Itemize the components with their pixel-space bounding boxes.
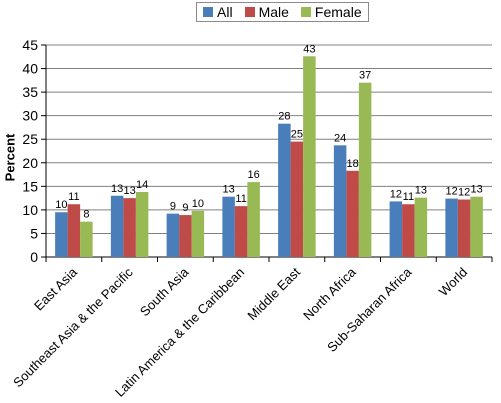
x-tick-label: Southeast Asia & the Pacific (10, 264, 136, 390)
data-label: 13 (223, 184, 235, 196)
x-tick-label: North Africa (300, 264, 359, 323)
bar-male (234, 206, 248, 257)
bar-all (389, 201, 403, 257)
legend-label-female: Female (314, 4, 362, 20)
bar-female (247, 182, 260, 257)
data-label: 12 (446, 186, 458, 198)
legend-swatch-male (244, 7, 255, 17)
data-label: 9 (170, 201, 176, 213)
bar-male (346, 170, 359, 257)
bar-male (67, 204, 81, 257)
data-label: 24 (334, 132, 346, 144)
y-tick-label: 45 (22, 37, 38, 53)
data-label: 25 (291, 129, 303, 141)
data-label: 14 (136, 179, 148, 191)
bar-female (414, 197, 428, 257)
bar-all (278, 123, 291, 257)
legend-item-all: All (203, 4, 233, 20)
data-label: 13 (471, 184, 483, 196)
data-label: 9 (182, 202, 188, 214)
x-tick-label: East Asia (31, 264, 80, 313)
legend: All Male Female (196, 2, 369, 22)
data-label: 13 (124, 185, 136, 197)
bar-male (290, 141, 304, 257)
bar-all (333, 145, 347, 257)
bar-female (80, 221, 93, 257)
bar-all (222, 196, 235, 257)
bar-male (123, 198, 136, 257)
data-label: 37 (359, 70, 371, 82)
legend-swatch-female (300, 7, 311, 17)
data-label: 43 (303, 43, 315, 55)
bar-female (470, 196, 483, 257)
y-tick-label: 20 (22, 155, 38, 171)
bar-female (191, 210, 205, 257)
data-label: 10 (55, 199, 67, 211)
data-label: 12 (390, 188, 402, 200)
x-tick-label: Middle East (244, 264, 303, 323)
bar-male (457, 199, 471, 257)
legend-label-male: Male (258, 4, 289, 20)
legend-item-female: Female (300, 4, 362, 20)
bar-all (55, 212, 68, 257)
data-label: 11 (235, 193, 246, 205)
y-tick-label: 25 (22, 131, 38, 147)
legend-swatch-all (203, 7, 213, 17)
y-tick-label: 35 (22, 84, 38, 100)
y-tick-label: 5 (30, 225, 38, 241)
data-label: 10 (192, 198, 204, 210)
bar-female (135, 191, 149, 257)
data-label: 12 (458, 187, 470, 199)
y-tick-label: 30 (22, 108, 38, 124)
y-tick-label: 0 (30, 249, 38, 265)
legend-item-male: Male (244, 4, 289, 20)
data-label: 11 (403, 191, 414, 203)
y-axis-label: Percent (2, 133, 18, 182)
x-tick-label: World (436, 265, 470, 299)
bar-female (358, 82, 372, 257)
bar-female (303, 56, 316, 257)
data-label: 11 (68, 191, 79, 203)
data-label: 16 (248, 169, 260, 181)
legend-label-all: All (217, 4, 233, 20)
bar-all (110, 195, 124, 257)
bar-male (402, 204, 415, 257)
data-label: 8 (83, 209, 89, 221)
data-label: 18 (347, 158, 359, 170)
y-tick-label: 15 (22, 178, 38, 194)
x-tick-label: South Asia (137, 264, 192, 319)
y-tick-label: 40 (22, 61, 38, 77)
data-label: 13 (415, 185, 427, 197)
bar-all (166, 213, 180, 257)
y-tick-label: 10 (22, 202, 38, 218)
bar-male (179, 215, 192, 257)
data-label: 13 (111, 183, 123, 195)
data-label: 28 (278, 111, 290, 123)
bar-all (445, 198, 458, 257)
